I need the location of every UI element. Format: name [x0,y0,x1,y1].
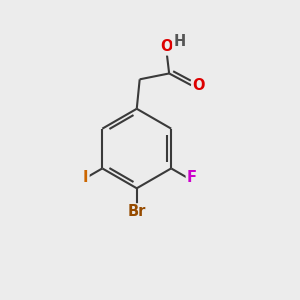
Text: O: O [192,78,205,93]
Text: H: H [173,34,186,49]
Text: F: F [187,170,197,185]
Text: O: O [160,39,172,54]
Text: Br: Br [128,204,146,219]
Text: I: I [83,170,88,185]
